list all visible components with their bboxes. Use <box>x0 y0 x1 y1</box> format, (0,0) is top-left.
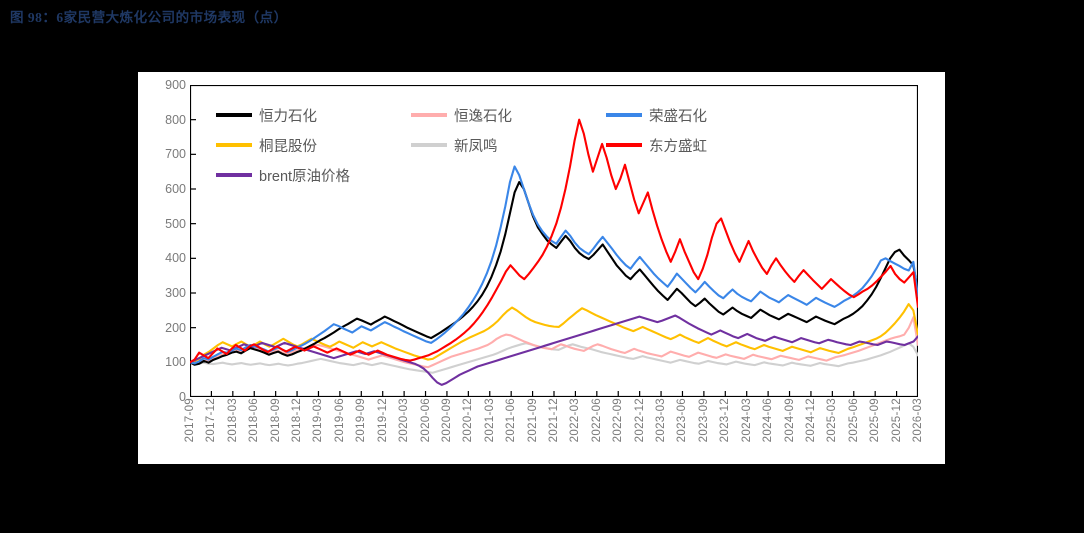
x-axis-tick-label: 2025-09 <box>869 398 882 443</box>
x-axis-tick-label: 2025-03 <box>826 398 839 443</box>
y-axis-tick-label: 0 <box>179 389 186 404</box>
series-line <box>190 118 918 364</box>
x-axis-tick-label: 2020-09 <box>440 398 453 443</box>
x-axis-tick-label: 2019-03 <box>312 398 325 443</box>
x-axis-tick-label: 2021-12 <box>548 398 560 443</box>
x-axis-tick-label: 2018-03 <box>226 398 239 443</box>
y-axis-tick-label: 500 <box>165 216 186 231</box>
x-axis-tick-label: 2024-03 <box>740 398 753 443</box>
x-axis-tick-label: 2023-12 <box>719 398 732 443</box>
y-axis-tick-label: 800 <box>165 112 186 127</box>
x-axis-tick-label: 2021-09 <box>526 398 539 443</box>
y-axis-tick-label: 300 <box>165 285 186 300</box>
x-axis-tick-label: 2024-12 <box>804 398 817 443</box>
x-axis: 2017-09 2017-12 2018-03 2018-06 2018-09 2018-… <box>184 398 945 464</box>
y-axis: 0 100 200 300 400 500 600 700 800 900 <box>138 72 186 464</box>
page-title: 图 98：6家民营大炼化公司的市场表现（点） <box>10 10 288 25</box>
x-axis-tick-label: 2023-09 <box>697 398 710 443</box>
x-axis-tick-label: 2020-06 <box>419 398 432 443</box>
y-axis-tick-label: 200 <box>165 320 186 335</box>
chart-card: 0 100 200 300 400 500 600 700 800 900 2017-09 2017… <box>138 72 945 464</box>
x-axis-tick-label: 2018-09 <box>269 398 282 443</box>
x-axis-tick-label: 2018-06 <box>248 398 261 443</box>
x-axis-tick-label: 2019-12 <box>376 398 389 443</box>
x-axis-tick-label: 2020-03 <box>398 398 411 443</box>
x-axis-tick-label: 2023-06 <box>676 398 689 443</box>
x-axis-tick-label: 2017-12 <box>205 398 218 443</box>
x-axis-tick-label: 2026-03 <box>912 398 924 443</box>
series-line <box>190 314 918 386</box>
x-axis-tick-label: 2025-12 <box>890 398 903 443</box>
x-axis-tick-label: 2020-12 <box>462 398 475 443</box>
x-axis-tick-label: 2024-06 <box>762 398 775 443</box>
line-chart-plot <box>190 85 918 397</box>
y-axis-tick-label: 100 <box>165 355 186 370</box>
plot-wrapper: 0 100 200 300 400 500 600 700 800 900 2017-09 2017… <box>138 72 945 464</box>
y-axis-tick-label: 400 <box>165 251 186 266</box>
x-axis-tick-label: 2021-03 <box>483 398 496 443</box>
x-axis-tick-label: 2019-09 <box>355 398 368 443</box>
series-line <box>190 303 918 364</box>
x-axis-tick-label: 2024-09 <box>783 398 796 443</box>
series-line <box>190 181 918 366</box>
x-axis-tick-label: 2022-03 <box>569 398 582 443</box>
x-axis-tick-label: 2018-12 <box>291 398 304 443</box>
y-axis-tick-label: 700 <box>165 147 186 162</box>
y-axis-tick-label: 600 <box>165 181 186 196</box>
x-axis-tick-label: 2021-06 <box>505 398 518 443</box>
x-axis-tick-label: 2022-09 <box>612 398 625 443</box>
x-axis-tick-label: 2022-06 <box>590 398 603 443</box>
x-axis-tick-label: 2022-12 <box>633 398 646 443</box>
x-axis-tick-label: 2019-06 <box>333 398 346 443</box>
series-line <box>190 342 918 374</box>
x-axis-tick-label: 2025-06 <box>847 398 860 443</box>
x-axis-tick-label: 2017-09 <box>184 398 196 443</box>
series-line <box>190 165 918 365</box>
y-axis-tick-label: 900 <box>165 77 186 92</box>
x-axis-tick-label: 2023-03 <box>655 398 668 443</box>
